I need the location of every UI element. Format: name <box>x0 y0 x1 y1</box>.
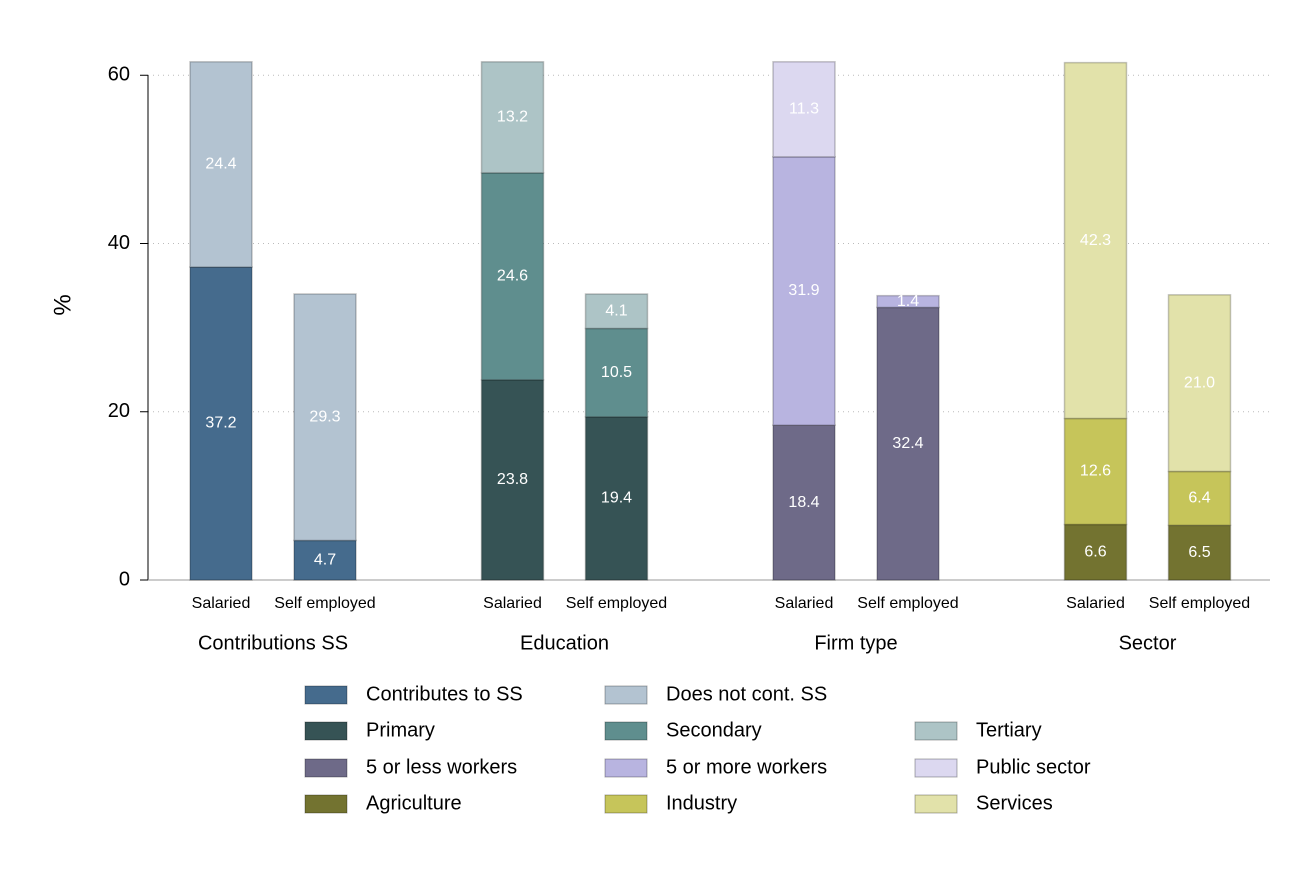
group-label: Firm type <box>814 632 897 654</box>
legend-label: 5 or less workers <box>366 756 517 778</box>
x-tick-label: Salaried <box>1066 595 1125 612</box>
legend-swatch <box>914 721 958 741</box>
bar-segment <box>876 306 940 581</box>
value-label: 21.0 <box>1184 374 1215 391</box>
x-tick-label: Salaried <box>775 595 834 612</box>
y-axis-label: % <box>49 294 76 315</box>
legend-label: Services <box>976 792 1053 814</box>
legend-swatch <box>304 794 348 814</box>
value-label: 13.2 <box>497 109 528 126</box>
value-label: 12.6 <box>1080 463 1111 480</box>
legend-label: Does not cont. SS <box>666 683 827 705</box>
value-label: 42.3 <box>1080 232 1111 249</box>
x-tick-label: Salaried <box>192 595 251 612</box>
value-label: 29.3 <box>309 408 340 425</box>
bar-segment <box>293 293 357 542</box>
bar-segment <box>1167 524 1232 581</box>
bar-segment <box>772 61 836 158</box>
legend-label: Agriculture <box>366 792 462 814</box>
value-label: 4.1 <box>605 302 627 319</box>
value-label: 23.8 <box>497 471 528 488</box>
y-tick-label: 60 <box>108 64 130 86</box>
legend-swatch <box>914 758 958 778</box>
legend-swatch <box>304 721 348 741</box>
x-tick-label: Self employed <box>857 595 958 612</box>
x-tick-label: Self employed <box>274 595 375 612</box>
legend-label: Tertiary <box>976 719 1042 741</box>
bar-segment <box>1063 417 1128 526</box>
legend-label: Contributes to SS <box>366 683 523 705</box>
legend-swatch <box>604 794 648 814</box>
y-tick-label: 20 <box>108 400 130 422</box>
value-label: 19.4 <box>601 490 632 507</box>
group-label: Contributions SS <box>198 632 348 654</box>
value-label: 11.3 <box>789 101 819 118</box>
bar-segment <box>1063 61 1128 420</box>
bar-segment <box>1167 294 1232 473</box>
value-label: 6.5 <box>1188 544 1210 561</box>
legend-swatch <box>604 758 648 778</box>
bar-segment <box>480 379 545 581</box>
value-label: 6.6 <box>1084 543 1106 560</box>
value-label: 37.2 <box>205 415 236 432</box>
x-tick-label: Self employed <box>1149 595 1250 612</box>
group-label: Education <box>520 632 609 654</box>
value-label: 24.4 <box>205 156 236 173</box>
bar-segment <box>1063 523 1128 581</box>
bar-segment <box>480 172 545 381</box>
value-label: 10.5 <box>601 364 632 381</box>
value-label: 1.4 <box>897 293 919 310</box>
legend-swatch <box>304 758 348 778</box>
legend-swatch <box>914 794 958 814</box>
value-label: 32.4 <box>892 435 923 452</box>
x-tick-label: Self employed <box>566 595 667 612</box>
legend-label: Secondary <box>666 719 762 741</box>
legend-label: Primary <box>366 719 435 741</box>
value-label: 31.9 <box>788 282 819 299</box>
value-label: 6.4 <box>1188 490 1210 507</box>
value-label: 18.4 <box>788 494 819 511</box>
bar-segment <box>584 416 649 581</box>
legend-label: Public sector <box>976 756 1091 778</box>
y-tick-label: 0 <box>119 568 130 590</box>
bar-segment <box>772 424 836 581</box>
group-label: Sector <box>1119 632 1177 654</box>
bar-segment <box>584 293 649 330</box>
bar-segment <box>480 61 545 174</box>
legend-label: 5 or more workers <box>666 756 827 778</box>
bar-segment <box>584 327 649 418</box>
y-tick-label: 40 <box>108 232 130 254</box>
value-label: 24.6 <box>497 268 528 285</box>
bar-segment <box>189 61 253 268</box>
bar-segment <box>293 539 357 581</box>
legend-swatch <box>604 721 648 741</box>
bar-segment <box>876 294 940 309</box>
value-label: 4.7 <box>314 551 336 568</box>
legend-swatch <box>604 685 648 705</box>
x-tick-label: Salaried <box>483 595 542 612</box>
legend-label: Industry <box>666 792 737 814</box>
legend-swatch <box>304 685 348 705</box>
